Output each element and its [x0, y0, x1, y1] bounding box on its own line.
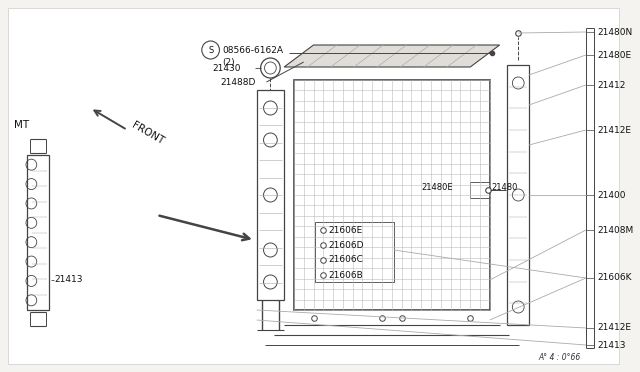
Text: 21408M: 21408M [598, 225, 634, 234]
Bar [470, 182, 490, 198]
Text: 21412: 21412 [598, 80, 626, 90]
Text: 21606E: 21606E [328, 225, 362, 234]
Text: MT: MT [13, 120, 29, 130]
Bar [28, 155, 49, 310]
Text: 21480N: 21480N [598, 28, 633, 36]
Bar [294, 80, 490, 310]
Text: 21488D: 21488D [220, 77, 256, 87]
Polygon shape [284, 45, 500, 67]
Text: 21400: 21400 [598, 190, 626, 199]
Text: S: S [208, 45, 213, 55]
Text: FRONT: FRONT [131, 120, 166, 146]
Text: 21412E: 21412E [598, 125, 632, 135]
Bar [316, 222, 394, 282]
Bar [508, 65, 529, 325]
Text: 21430: 21430 [212, 64, 241, 73]
Text: 21412E: 21412E [598, 324, 632, 333]
Text: 21606K: 21606K [598, 273, 632, 282]
Text: 21480E: 21480E [598, 51, 632, 60]
Text: 21606C: 21606C [328, 256, 363, 264]
Text: 21606D: 21606D [328, 241, 364, 250]
Text: 21480E: 21480E [421, 183, 453, 192]
Text: 21413: 21413 [598, 340, 626, 350]
Text: 21480: 21480 [492, 183, 518, 192]
Text: (2): (2) [222, 58, 235, 67]
Bar [257, 90, 284, 300]
Text: A° 4 : 0°66: A° 4 : 0°66 [539, 353, 581, 362]
Text: 08566-6162A: 08566-6162A [222, 45, 284, 55]
Text: 21606B: 21606B [328, 270, 363, 279]
Text: 21413: 21413 [54, 276, 83, 285]
